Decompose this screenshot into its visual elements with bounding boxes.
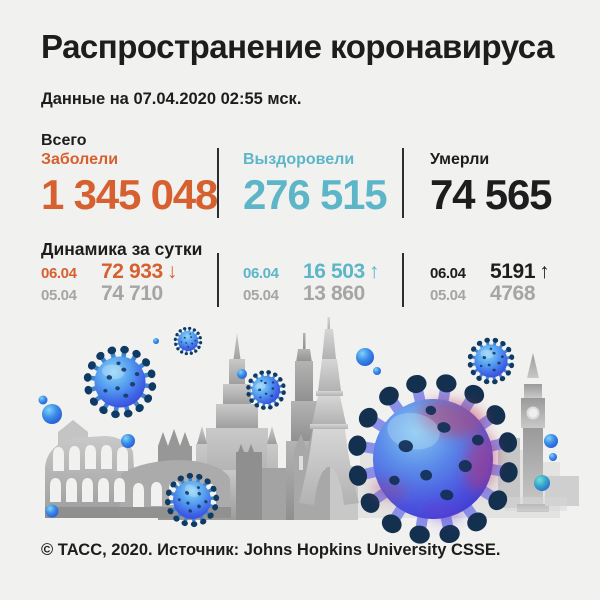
virus-particle-large-right xyxy=(334,360,533,559)
divider xyxy=(217,253,219,307)
deaths-total-value: 74 565 xyxy=(430,171,552,218)
virus-particle-large-left xyxy=(79,341,161,423)
date-label: 06.04 xyxy=(243,265,279,282)
dynamics-section-label: Динамика за сутки xyxy=(41,239,203,259)
source-credit: © ТАСС, 2020. Источник: Johns Hopkins Un… xyxy=(41,541,501,559)
recovered-daily-row: 06.04 16 503 ↑ xyxy=(243,261,379,282)
city-virus-illustration xyxy=(38,317,579,562)
daily-value: 16 503 xyxy=(303,260,365,283)
date-label: 05.04 xyxy=(41,287,77,304)
date-label: 06.04 xyxy=(430,265,466,282)
divider xyxy=(217,148,219,218)
virus-particle-medium xyxy=(242,366,291,415)
daily-value: 72 933 xyxy=(101,260,163,283)
recovered-label: Выздоровели xyxy=(243,151,355,168)
date-label: 05.04 xyxy=(430,287,466,304)
virus-particle-bottom xyxy=(154,462,231,539)
deaths-label: Умерли xyxy=(430,151,490,168)
virus-particle-small xyxy=(168,321,207,360)
virus-spheres xyxy=(38,338,558,518)
recovered-prevday-row: 05.04 13 860 xyxy=(243,283,365,304)
city-buildings xyxy=(236,444,262,520)
infected-prevday-row: 05.04 74 710 xyxy=(41,283,163,304)
eiffel-tower-silhouette xyxy=(299,317,359,505)
up-arrow-icon: ↑ xyxy=(368,260,380,283)
infected-label: Заболели xyxy=(41,151,119,168)
deaths-daily-row: 06.04 5191 ↑ xyxy=(430,260,550,283)
divider xyxy=(402,148,404,218)
infected-total-value: 1 345 048 xyxy=(41,171,218,218)
down-arrow-icon: ↓ xyxy=(166,260,178,283)
up-arrow-icon: ↑ xyxy=(539,260,550,283)
recovered-total-value: 276 515 xyxy=(243,171,388,218)
daily-value: 13 860 xyxy=(303,282,365,305)
totals-section-label: Всего xyxy=(41,132,87,149)
deaths-prevday-row: 05.04 4768 xyxy=(430,282,536,305)
page-title: Распространение коронавируса xyxy=(41,28,554,65)
infected-daily-row: 06.04 72 933 ↓ xyxy=(41,261,177,282)
daily-value: 5191 xyxy=(490,260,536,283)
date-label: 06.04 xyxy=(41,265,77,282)
virus-particle-medium xyxy=(463,333,519,389)
data-timestamp: Данные на 07.04.2020 02:55 мск. xyxy=(41,90,302,108)
daily-value: 74 710 xyxy=(101,282,163,305)
divider xyxy=(402,253,404,307)
date-label: 05.04 xyxy=(243,287,279,304)
city-building xyxy=(262,468,288,520)
daily-value: 4768 xyxy=(490,282,536,305)
